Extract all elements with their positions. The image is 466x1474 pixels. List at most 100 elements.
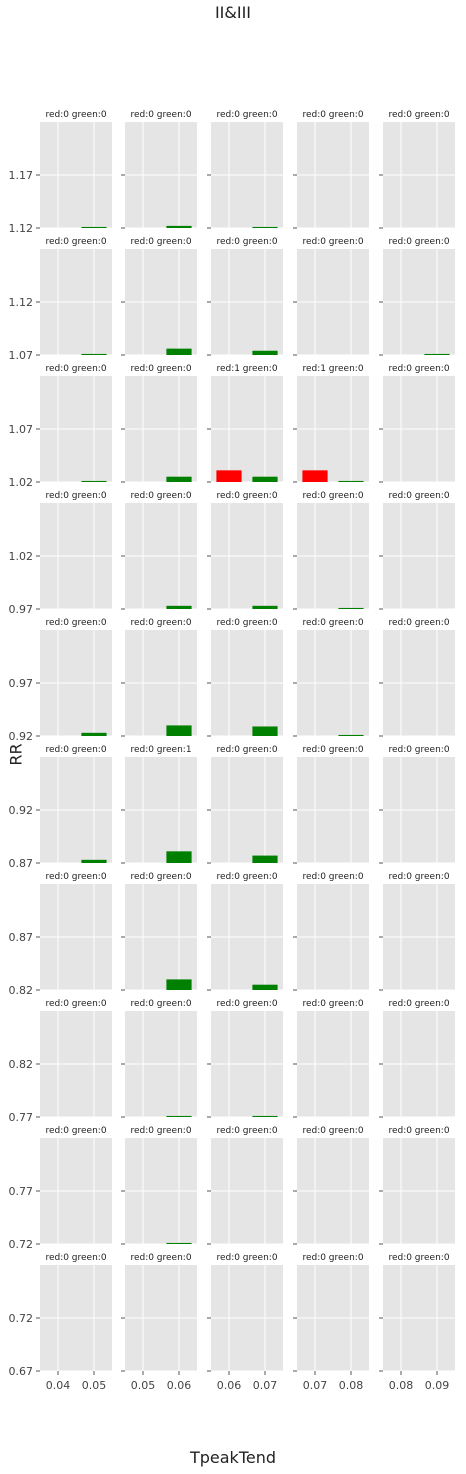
bar-green bbox=[252, 476, 278, 482]
bar-green bbox=[166, 1242, 192, 1244]
bar-green bbox=[81, 226, 107, 228]
panel-r7-c1: red:0 green:0 0.82 0.87 bbox=[9, 872, 112, 997]
bar-green bbox=[424, 353, 450, 355]
bar-green bbox=[252, 1115, 278, 1117]
y-tick-label: 1.02 bbox=[9, 476, 34, 489]
panel-r10-c5: red:0 green:0 0.08 0.09 bbox=[379, 1253, 455, 1392]
bar-green bbox=[338, 480, 364, 482]
x-tick-label: 0.04 bbox=[46, 1379, 71, 1392]
y-tick-label: 1.12 bbox=[9, 222, 34, 235]
panel-title: red:0 green:0 bbox=[302, 491, 363, 501]
panel-r6-c5: red:0 green:0 bbox=[379, 745, 455, 864]
panel-r1-c3: red:0 green:0 bbox=[207, 110, 283, 229]
panel-r8-c1: red:0 green:0 0.77 0.82 bbox=[9, 999, 112, 1124]
y-tick-label: 0.87 bbox=[9, 857, 34, 870]
bar-green bbox=[166, 851, 192, 863]
y-tick-label: 0.82 bbox=[9, 984, 34, 997]
bar-green bbox=[338, 607, 364, 609]
bar-red bbox=[216, 470, 242, 482]
y-tick-label: 0.92 bbox=[9, 804, 34, 817]
bar-green bbox=[252, 984, 278, 990]
panel-title: red:0 green:0 bbox=[302, 999, 363, 1009]
panel-title: red:0 green:0 bbox=[130, 237, 191, 247]
bar-green bbox=[252, 726, 278, 736]
panel-r6-c4: red:0 green:0 bbox=[293, 745, 369, 864]
panel-title: red:0 green:0 bbox=[45, 1126, 106, 1136]
y-tick-label: 0.97 bbox=[9, 603, 34, 616]
panel-title: red:0 green:0 bbox=[302, 110, 363, 120]
bar-green bbox=[81, 859, 107, 863]
panel-title: red:1 green:0 bbox=[216, 364, 277, 374]
panel-title: red:0 green:0 bbox=[130, 1253, 191, 1263]
panel-r8-c5: red:0 green:0 bbox=[379, 999, 455, 1118]
x-tick-label: 0.07 bbox=[253, 1379, 278, 1392]
panel-r4-c4: red:0 green:0 bbox=[293, 491, 369, 610]
panel-r6-c2: red:0 green:1 bbox=[121, 745, 197, 864]
y-tick-label: 0.77 bbox=[9, 1185, 34, 1198]
bar-green bbox=[166, 979, 192, 990]
panel-r4-c1: red:0 green:0 0.97 1.02 bbox=[9, 491, 112, 616]
bar-green bbox=[166, 1115, 192, 1117]
bar-green bbox=[166, 348, 192, 355]
bar-green bbox=[252, 855, 278, 863]
y-tick-label: 1.07 bbox=[9, 349, 34, 362]
panel-r8-c3: red:0 green:0 bbox=[207, 999, 283, 1118]
x-tick-label: 0.08 bbox=[389, 1379, 414, 1392]
x-tick-label: 0.09 bbox=[425, 1379, 450, 1392]
panel-r1-c4: red:0 green:0 bbox=[293, 110, 369, 229]
panel-r2-c5: red:0 green:0 bbox=[379, 237, 455, 356]
panel-title: red:0 green:0 bbox=[130, 491, 191, 501]
panel-r9-c4: red:0 green:0 bbox=[293, 1126, 369, 1245]
bar-green bbox=[166, 725, 192, 736]
panel-title: red:0 green:0 bbox=[45, 110, 106, 120]
panel-r2-c1: red:0 green:0 1.07 1.12 bbox=[9, 237, 112, 362]
panel-r8-c4: red:0 green:0 bbox=[293, 999, 369, 1118]
panel-r10-c4: red:0 green:0 0.07 0.08 bbox=[293, 1253, 369, 1392]
panel-r2-c3: red:0 green:0 bbox=[207, 237, 283, 356]
panel-title: red:0 green:0 bbox=[216, 618, 277, 628]
panel-r7-c4: red:0 green:0 bbox=[293, 872, 369, 991]
panel-title: red:0 green:0 bbox=[45, 999, 106, 1009]
x-tick-label: 0.05 bbox=[131, 1379, 156, 1392]
panel-r10-c3: red:0 green:0 0.06 0.07 bbox=[207, 1253, 283, 1392]
panel-r7-c2: red:0 green:0 bbox=[121, 872, 197, 991]
panel-r3-c3: red:1 green:0 bbox=[207, 364, 283, 483]
bar-green bbox=[252, 605, 278, 609]
bar-green bbox=[166, 476, 192, 482]
y-tick-label: 0.92 bbox=[9, 730, 34, 743]
panel-title: red:0 green:0 bbox=[388, 491, 449, 501]
y-tick-label: 0.72 bbox=[9, 1238, 34, 1251]
y-tick-label: 1.07 bbox=[9, 423, 34, 436]
panel-r7-c3: red:0 green:0 bbox=[207, 872, 283, 991]
panel-r9-c1: red:0 green:0 0.72 0.77 bbox=[9, 1126, 112, 1251]
bar-green bbox=[166, 605, 192, 609]
panel-title: red:0 green:0 bbox=[388, 1253, 449, 1263]
panel-r5-c4: red:0 green:0 bbox=[293, 618, 369, 737]
panel-title: red:0 green:0 bbox=[45, 1253, 106, 1263]
panel-title: red:0 green:0 bbox=[45, 237, 106, 247]
panel-title: red:0 green:0 bbox=[388, 618, 449, 628]
bar-green bbox=[81, 732, 107, 736]
panel-title: red:0 green:0 bbox=[302, 872, 363, 882]
panel-title: red:0 green:0 bbox=[302, 618, 363, 628]
panel-title: red:0 green:0 bbox=[130, 618, 191, 628]
panel-title: red:0 green:0 bbox=[388, 872, 449, 882]
panel-title: red:0 green:0 bbox=[45, 491, 106, 501]
panel-r9-c3: red:0 green:0 bbox=[207, 1126, 283, 1245]
bar-green bbox=[252, 350, 278, 355]
panel-r4-c5: red:0 green:0 bbox=[379, 491, 455, 610]
panel-r1-c5: red:0 green:0 bbox=[379, 110, 455, 229]
panel-title: red:0 green:0 bbox=[130, 872, 191, 882]
panel-title: red:0 green:0 bbox=[216, 1253, 277, 1263]
panel-title: red:0 green:0 bbox=[388, 364, 449, 374]
panel-r10-c1: red:0 green:0 0.67 0.72 0.04 0.05 bbox=[9, 1253, 112, 1392]
bar-green bbox=[338, 734, 364, 736]
panel-r9-c2: red:0 green:0 bbox=[121, 1126, 197, 1245]
panel-title: red:0 green:0 bbox=[216, 745, 277, 755]
panel-title: red:0 green:0 bbox=[388, 745, 449, 755]
panel-r10-c2: red:0 green:0 0.05 0.06 bbox=[121, 1253, 197, 1392]
panel-r8-c2: red:0 green:0 bbox=[121, 999, 197, 1118]
panel-title: red:0 green:0 bbox=[388, 110, 449, 120]
panel-title: red:0 green:0 bbox=[302, 237, 363, 247]
panel-title: red:0 green:0 bbox=[130, 110, 191, 120]
